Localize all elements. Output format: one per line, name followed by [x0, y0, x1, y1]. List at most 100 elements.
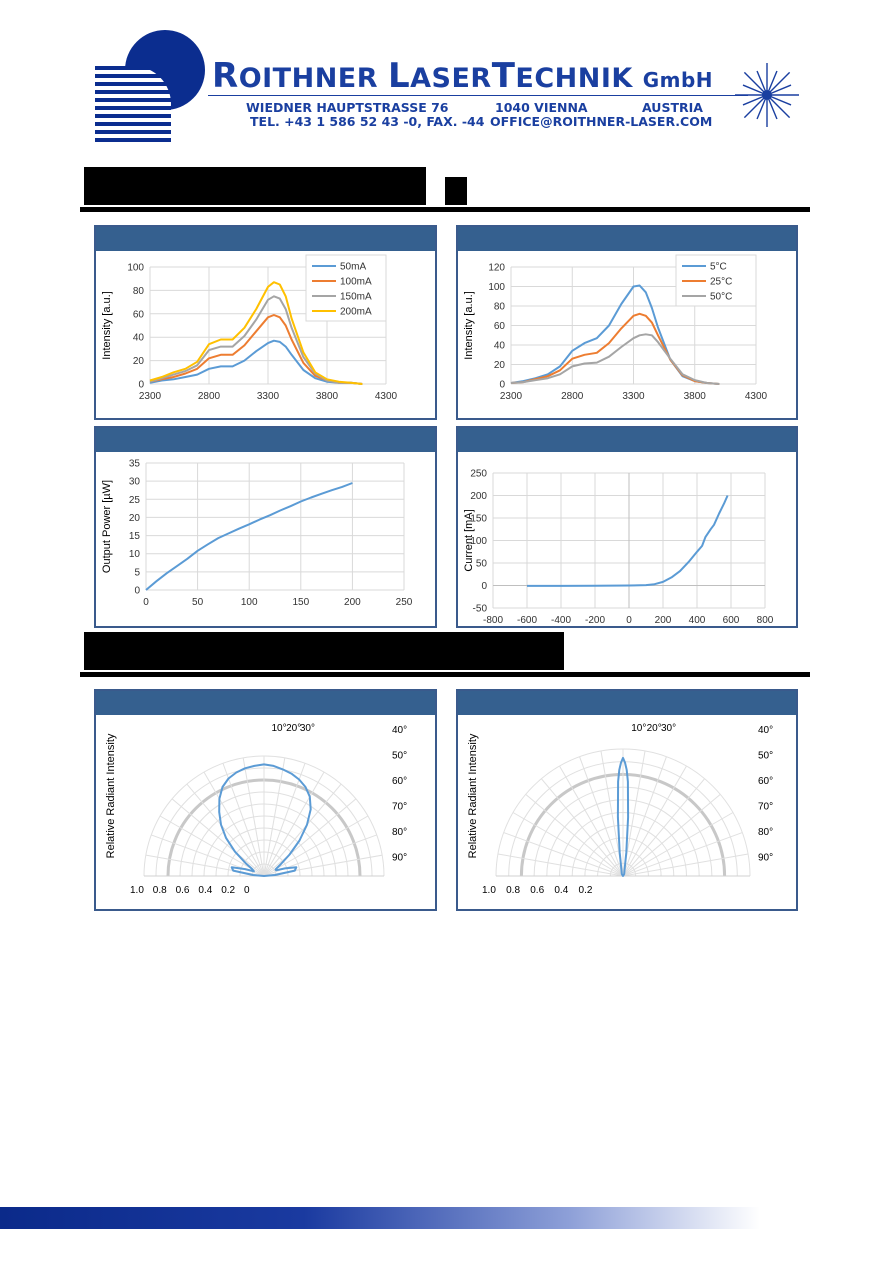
polar-radial-label: 0.6: [530, 885, 544, 896]
x-tick-label: 100: [241, 597, 258, 608]
polar-angle-label: 10°: [631, 723, 646, 734]
y-tick-label: 40: [133, 333, 145, 344]
chart-polar-pattern-2: 10° 20° 30° 40° 50° 60° 70° 80° 90° 1.0 0.8 0.6 0.4 0…: [467, 723, 773, 896]
x-tick-label: 2300: [139, 391, 162, 402]
polar-spoke: [203, 771, 265, 877]
series-line: [149, 314, 363, 385]
polar-radial-label: 1.0: [130, 885, 144, 896]
y-axis-label: Output Power [µW]: [101, 480, 113, 573]
x-tick-label: 4300: [375, 391, 398, 402]
x-tick-label: 0: [626, 615, 632, 626]
y-tick-label: 250: [470, 469, 487, 480]
polar-spoke: [263, 798, 357, 877]
x-tick-label: 2800: [561, 391, 584, 402]
y-tick-label: 0: [134, 586, 140, 597]
logo-mask: [95, 28, 211, 144]
y-axis-label: Intensity [a.u.]: [101, 291, 113, 359]
polar-angle-label: 30°: [300, 723, 315, 734]
polar-radial-label: 0.2: [221, 885, 235, 896]
chart-panel-spectrum-current: 2300 2800 3300 3800 4300 0 20 40 60 80 100 Intensit…: [94, 225, 437, 420]
x-tick-label: 4300: [745, 391, 768, 402]
series-line: [149, 295, 363, 385]
y-tick-label: 60: [494, 321, 506, 332]
x-tick-label: -200: [585, 615, 605, 626]
polar-spoke: [540, 778, 624, 877]
x-tick-label: 50: [192, 597, 204, 608]
y-tick-label: 30: [129, 477, 141, 488]
polar-radial-label: 0.8: [153, 885, 167, 896]
y-tick-label: 120: [488, 263, 505, 274]
polar-radial-label: 1.0: [482, 885, 496, 896]
series-line: [510, 312, 720, 385]
polar-radial-label: 0.2: [579, 885, 593, 896]
starburst-ray: [766, 71, 791, 96]
y-tick-label: 100: [127, 263, 144, 274]
legend-label: 50mA: [340, 262, 366, 273]
x-tick-label: 400: [689, 615, 706, 626]
x-tick-label: 200: [344, 597, 361, 608]
polar-spoke: [622, 778, 706, 877]
polar-radial-label: 0.4: [554, 885, 568, 896]
polar-spoke: [263, 771, 325, 877]
series-line: [218, 763, 312, 877]
polar-angle-label: 40°: [758, 725, 773, 736]
polar-spoke: [512, 812, 624, 877]
y-tick-label: 100: [470, 536, 487, 547]
chart-panel-radiation-pattern-1: 10° 20° 30° 40° 50° 60° 70° 80° 90° 1.0 0.8 0.6 0.4 0…: [94, 689, 437, 911]
chart-spectrum-current: 2300 2800 3300 3800 4300 0 20 40 60 80 100 Intensit…: [101, 254, 398, 402]
polar-angle-label: 20°: [286, 723, 301, 734]
polar-angle-label: 60°: [758, 776, 773, 787]
series-line: [527, 495, 729, 587]
x-tick-label: 2800: [198, 391, 221, 402]
polar-spoke: [559, 765, 624, 877]
y-tick-label: 15: [129, 531, 141, 542]
polar-spoke: [622, 793, 721, 877]
polar-spoke: [263, 763, 306, 877]
panel-header: [96, 428, 435, 452]
header-rule: [208, 95, 748, 96]
company-logo: [95, 30, 205, 142]
legend-label: 5°C: [710, 262, 727, 273]
x-tick-label: 800: [757, 615, 774, 626]
y-tick-label: 10: [129, 549, 141, 560]
section-rule: [80, 672, 810, 677]
y-tick-label: 25: [129, 495, 141, 506]
y-tick-label: 150: [470, 514, 487, 525]
polar-spoke: [525, 793, 624, 877]
polar-spoke: [622, 832, 743, 877]
y-tick-label: 35: [129, 459, 141, 470]
polar-angle-label: 40°: [392, 725, 407, 736]
polar-spoke: [622, 812, 734, 877]
x-tick-label: 600: [723, 615, 740, 626]
polar-spoke: [503, 832, 624, 877]
y-tick-label: 80: [494, 302, 506, 313]
polar-spoke: [579, 756, 624, 877]
polar-angle-label: 20°: [647, 723, 662, 734]
series-line: [510, 333, 720, 385]
x-tick-label: 3800: [684, 391, 707, 402]
polar-spoke: [263, 815, 369, 877]
address-city: 1040 VIENNA: [495, 100, 588, 115]
series-line: [616, 756, 630, 877]
x-tick-label: 0: [143, 597, 149, 608]
starburst-icon: [735, 63, 799, 127]
section-title-tag: [445, 177, 467, 205]
legend-label: 200mA: [340, 307, 372, 318]
chart-panel-spectrum-temperature: 2300 2800 3300 3800 4300 0 20 40 60 80 100 120 Inten…: [456, 225, 798, 420]
polar-spoke: [497, 853, 624, 877]
polar-angle-label: 60°: [392, 776, 407, 787]
x-tick-label: -800: [483, 615, 503, 626]
chart-panel-iv: -800 -600 -400 -200 0 200 400 600 800 -50 0 50 100 15…: [456, 426, 798, 628]
chart-panel-radiation-pattern-2: 10° 20° 30° 40° 50° 60° 70° 80° 90° 1.0 0.8 0.6 0.4 0…: [456, 689, 798, 911]
legend-label: 150mA: [340, 292, 372, 303]
y-tick-label: 50: [476, 559, 488, 570]
y-axis-label: Intensity [a.u.]: [463, 291, 475, 359]
y-tick-label: 20: [494, 360, 506, 371]
footer-gradient-bar: [0, 1207, 760, 1229]
y-tick-label: 5: [134, 567, 140, 578]
panel-header: [96, 691, 435, 715]
y-tick-label: 0: [499, 380, 505, 391]
y-tick-label: 100: [488, 282, 505, 293]
x-tick-label: 250: [396, 597, 413, 608]
polar-radial-label: 0.4: [198, 885, 212, 896]
